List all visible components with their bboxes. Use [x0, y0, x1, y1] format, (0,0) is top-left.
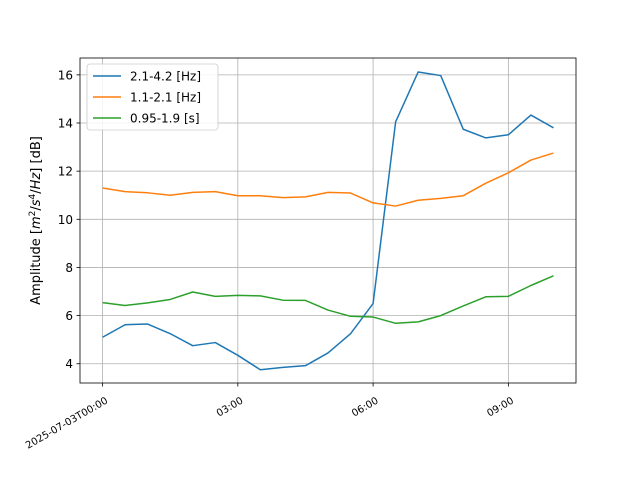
plot-frame	[79, 57, 577, 384]
series-line-3	[102, 275, 554, 325]
y-tick-label: 10	[58, 213, 73, 227]
y-tick-label: 4	[65, 357, 73, 371]
series-line-1	[102, 71, 554, 371]
y-tick-label: 16	[58, 68, 73, 82]
y-axis: 4 6 8 10 12 14 16	[58, 68, 80, 371]
legend: 2.1-4.2 [Hz] 1.1-2.1 [Hz] 0.95-1.9 [s]	[86, 63, 219, 131]
series-lines	[102, 71, 554, 371]
legend-box	[86, 63, 219, 131]
legend-label: 1.1-2.1 [Hz]	[130, 91, 201, 105]
y-axis-label: Amplitude [m2/s4/Hz] [dB]	[28, 136, 44, 305]
y-tick-label: 6	[65, 309, 73, 323]
y-tick-label: 12	[58, 165, 73, 179]
legend-label: 2.1-4.2 [Hz]	[130, 70, 201, 84]
y-tick-label: 8	[65, 261, 73, 275]
legend-label: 0.95-1.9 [s]	[130, 112, 200, 126]
y-tick-label: 14	[58, 117, 73, 131]
series-line-2	[102, 152, 554, 207]
